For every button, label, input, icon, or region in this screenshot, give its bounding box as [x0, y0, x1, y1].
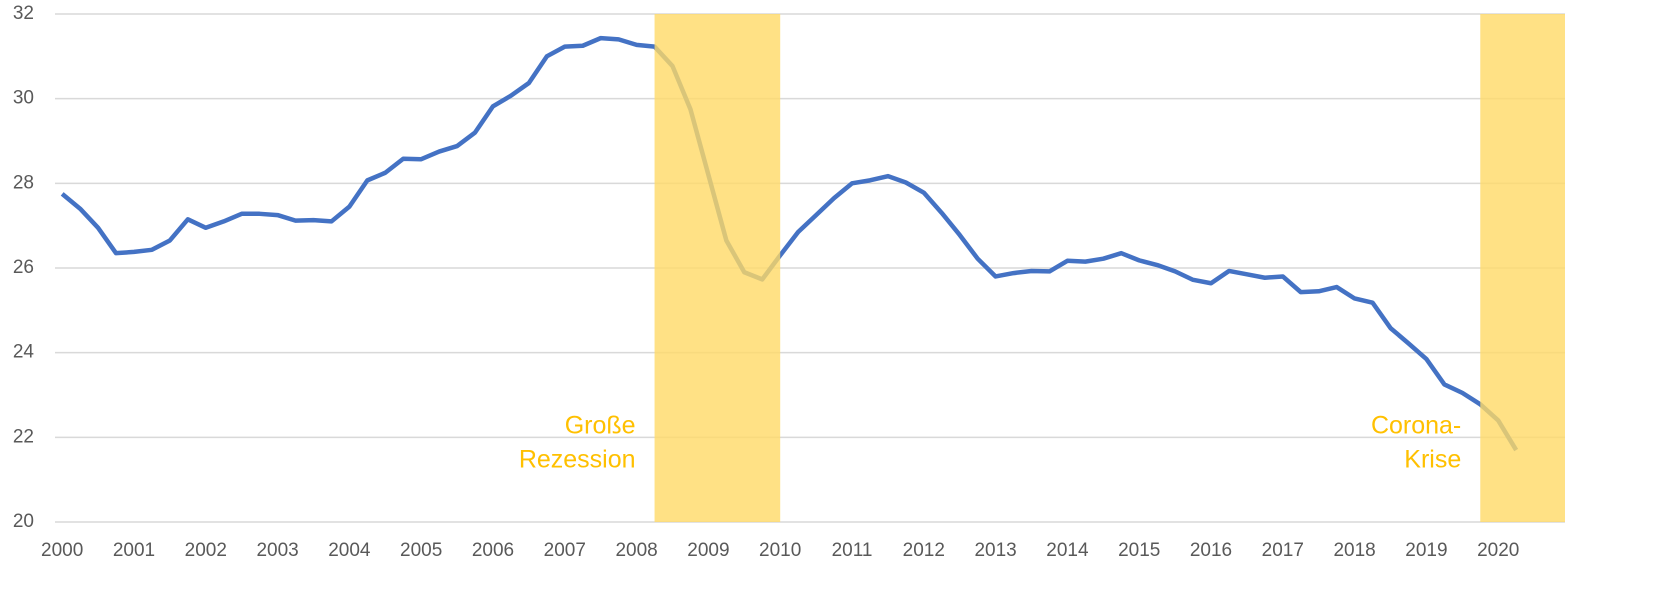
x-tick-label: 2009: [687, 540, 729, 561]
x-tick-label: 2018: [1333, 540, 1375, 561]
x-tick-label: 2005: [400, 540, 442, 561]
x-tick-label: 2013: [974, 540, 1016, 561]
y-tick-label: 20: [13, 511, 34, 532]
x-tick-label: 2006: [472, 540, 514, 561]
shaded-region: [1480, 14, 1565, 522]
x-tick-label: 2015: [1118, 540, 1160, 561]
regions: [654, 14, 1565, 522]
x-tick-label: 2010: [759, 540, 801, 561]
region-label: Große: [565, 412, 636, 440]
grid: [55, 13, 1565, 523]
y-tick-label: 30: [13, 88, 34, 109]
x-tick-label: 2003: [256, 540, 298, 561]
x-tick-label: 2001: [113, 540, 155, 561]
x-tick-label: 2019: [1405, 540, 1447, 561]
data-line: [60, 35, 1519, 452]
x-tick-label: 2000: [41, 540, 83, 561]
x-tick-label: 2012: [903, 540, 945, 561]
region-label: Rezession: [519, 446, 636, 474]
x-tick-label: 2004: [328, 540, 371, 561]
x-tick-label: 2014: [1046, 540, 1089, 561]
x-tick-label: 2007: [544, 540, 586, 561]
labels: 20 22 24 26 28 30 32 2000 2001 2002 2003 2004 2005 20…: [13, 3, 1520, 561]
y-tick-label: 26: [13, 257, 34, 278]
y-tick-label: 24: [13, 342, 35, 363]
x-tick-label: 2008: [615, 540, 657, 561]
region-label: Krise: [1404, 446, 1461, 474]
x-tick-label: 2016: [1190, 540, 1232, 561]
region-label: Corona-: [1371, 412, 1461, 440]
x-tick-label: 2017: [1262, 540, 1304, 561]
x-tick-label: 2002: [185, 540, 227, 561]
y-tick-label: 32: [13, 3, 34, 24]
x-tick-label: 2011: [832, 540, 873, 561]
y-tick-label: 22: [13, 426, 34, 447]
shaded-region: [654, 14, 781, 522]
lines: [60, 35, 1519, 452]
y-tick-label: 28: [13, 172, 34, 193]
x-tick-label: 2020: [1477, 540, 1519, 561]
